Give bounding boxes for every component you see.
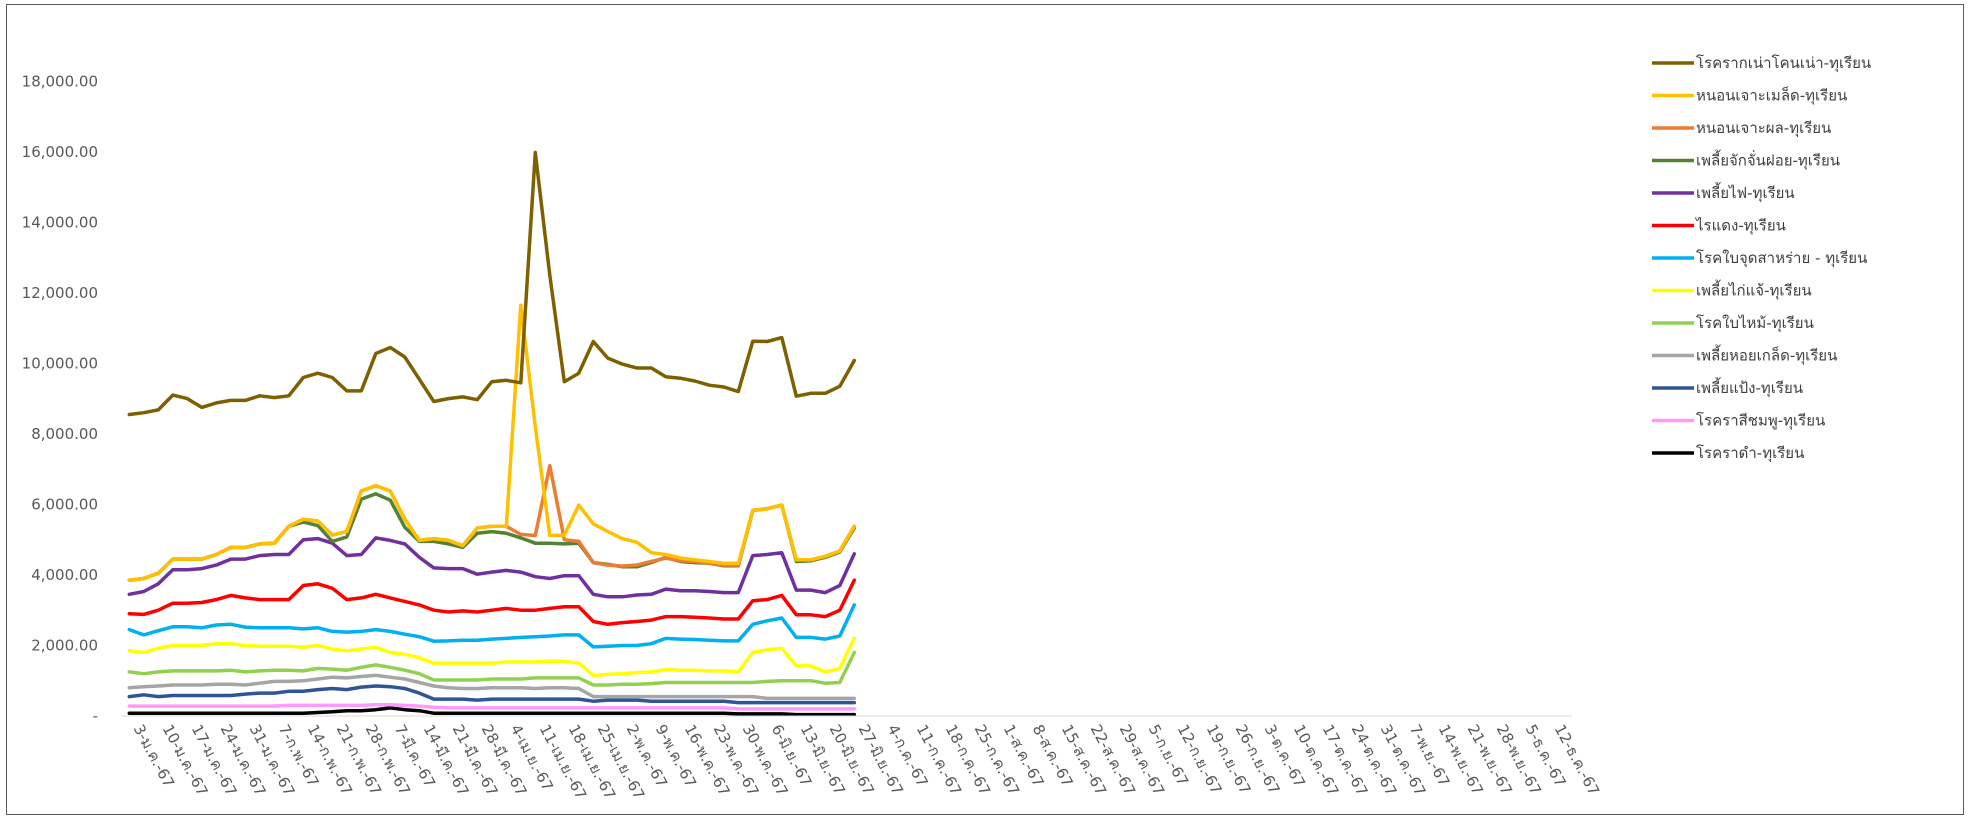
legend-label: เพลี้ยไฟ-ทุเรียน (1696, 182, 1795, 203)
series-line-9 (127, 673, 857, 701)
y-tick-label: 16,000.00 (22, 143, 98, 161)
legend-label: เพลี้ยหอยเกล็ด-ทุเรียน (1696, 345, 1837, 366)
legend-label: เพลี้ยจักจั่นฝอย-ทุเรียน (1696, 150, 1840, 171)
legend-label: โรคราสีชมพู-ทุเรียน (1696, 412, 1825, 431)
y-tick-label: 18,000.00 (22, 72, 98, 90)
series-line-11 (127, 702, 857, 711)
legend-label: หนอนเจาะเมล็ด-ทุเรียน (1696, 86, 1847, 106)
plot-area (127, 150, 857, 717)
y-tick-label: 12,000.00 (22, 284, 98, 302)
legend-label: เพลี้ยแป้ง-ทุเรียน (1696, 377, 1803, 398)
series-line-2 (127, 463, 857, 582)
series-line-1 (127, 303, 857, 582)
series-line-4 (127, 536, 857, 599)
y-tick-label: 6,000.00 (31, 495, 98, 513)
series-line-12 (127, 706, 857, 717)
series-line-10 (127, 684, 857, 705)
y-tick-label: 4,000.00 (31, 566, 98, 584)
series-line-7 (127, 636, 857, 678)
series-line-0 (127, 150, 857, 417)
chart-frame (6, 4, 1964, 815)
y-axis: - 2,000.00 4,000.00 6,000.00 8,000.00 10,000.… (22, 72, 98, 725)
legend-label: หนอนเจาะผล-ทุเรียน (1696, 119, 1831, 138)
y-tick-label: 14,000.00 (22, 213, 98, 231)
legend: โรครากเน่าโคนเน่า-ทุเรียนหนอนเจาะเมล็ด-ท… (1652, 54, 1871, 463)
series-line-8 (127, 650, 857, 687)
legend-label: เพลี้ยไก่แจ้-ทุเรียน (1696, 280, 1812, 301)
y-tick-label: 8,000.00 (31, 425, 98, 443)
y-tick-label: - (93, 707, 98, 725)
legend-label: โรคใบจุดสาหร่าย - ทุเรียน (1696, 249, 1867, 268)
legend-label: ไรแดง-ทุเรียน (1695, 217, 1786, 236)
legend-label: โรครากเน่าโคนเน่า-ทุเรียน (1696, 54, 1871, 73)
y-tick-label: 2,000.00 (31, 636, 98, 654)
x-axis: 3-ม.ค.-6710-ม.ค.-6717-ม.ค.-6724-ม.ค.-673… (122, 715, 1603, 803)
legend-label: โรคใบไหม้-ทุเรียน (1696, 314, 1814, 333)
legend-label: โรคราดำ-ทุเรียน (1696, 444, 1804, 463)
y-tick-label: 10,000.00 (22, 354, 98, 372)
series-line-5 (127, 578, 857, 627)
series-line-6 (127, 603, 857, 649)
